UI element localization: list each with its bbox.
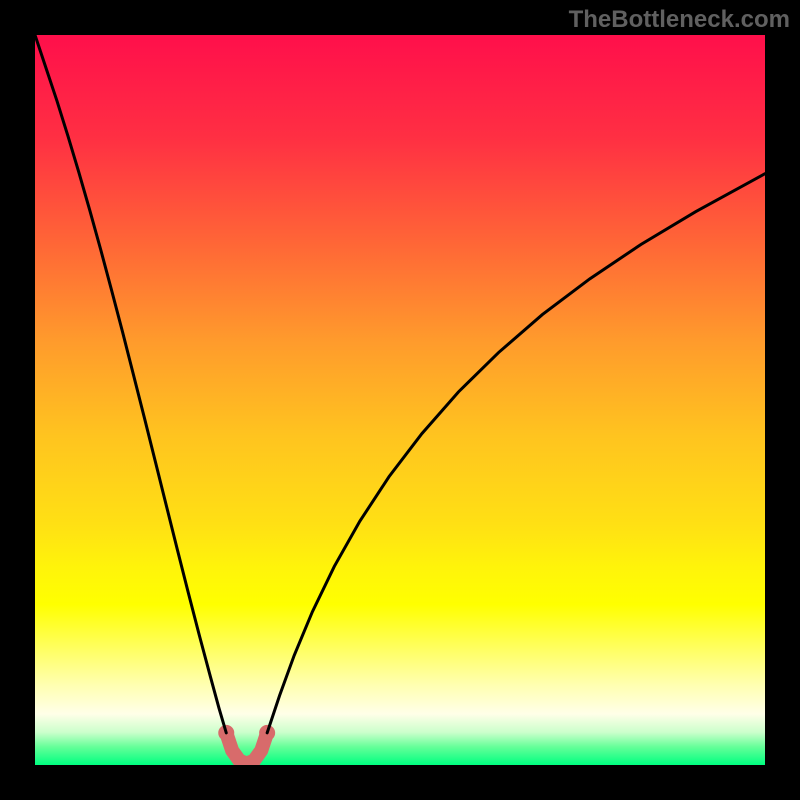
watermark-text: TheBottleneck.com: [569, 6, 790, 34]
plot-area: [35, 35, 765, 765]
gradient-background: [35, 35, 765, 765]
chart-svg: [35, 35, 765, 765]
